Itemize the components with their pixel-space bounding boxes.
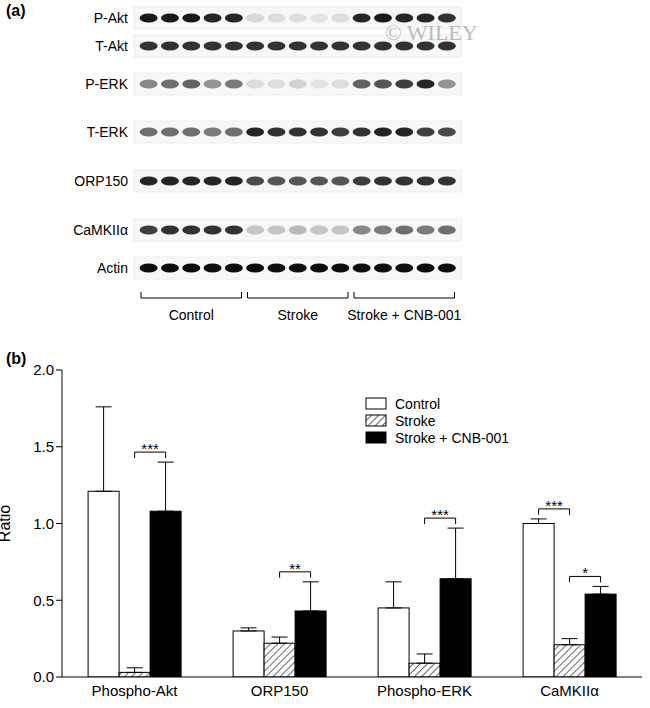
svg-text:T-Akt: T-Akt [95,38,128,54]
svg-text:0.0: 0.0 [33,668,54,685]
svg-text:1.0: 1.0 [33,515,54,532]
svg-text:2.0: 2.0 [33,361,54,378]
svg-text:Stroke: Stroke [278,307,319,323]
svg-text:T-ERK: T-ERK [87,124,129,140]
svg-text:ORP150: ORP150 [74,173,128,189]
svg-text:P-Akt: P-Akt [94,10,128,26]
svg-text:**: ** [289,560,301,577]
html-text:Stroke + CNB-001: Stroke + CNB-001 [395,429,509,446]
svg-text:Control: Control [169,307,214,323]
svg-text:0.5: 0.5 [33,592,54,609]
svg-text:ORP150: ORP150 [251,682,309,699]
svg-text:© WILEY: © WILEY [385,20,478,45]
svg-text:Stroke + CNB-001: Stroke + CNB-001 [347,307,461,323]
svg-text:P-ERK: P-ERK [85,76,128,92]
svg-text:CaMKIIα: CaMKIIα [73,222,128,238]
html-text:Stroke: Stroke [395,412,436,429]
svg-text:***: *** [431,506,449,523]
svg-text:CaMKIIα: CaMKIIα [540,682,599,699]
html-text:(b): (b) [6,350,27,367]
svg-text:1.5: 1.5 [33,438,54,455]
svg-text:*: * [582,564,588,581]
html-text:Control: Control [395,395,441,412]
svg-text:(a): (a) [8,2,26,19]
svg-text:Actin: Actin [97,260,128,276]
svg-text:Phospho-Akt: Phospho-Akt [92,682,179,699]
svg-text:***: *** [141,440,159,457]
svg-text:***: *** [545,497,563,514]
svg-text:Ratio: Ratio [8,505,13,542]
svg-text:Phospho-ERK: Phospho-ERK [377,682,472,699]
